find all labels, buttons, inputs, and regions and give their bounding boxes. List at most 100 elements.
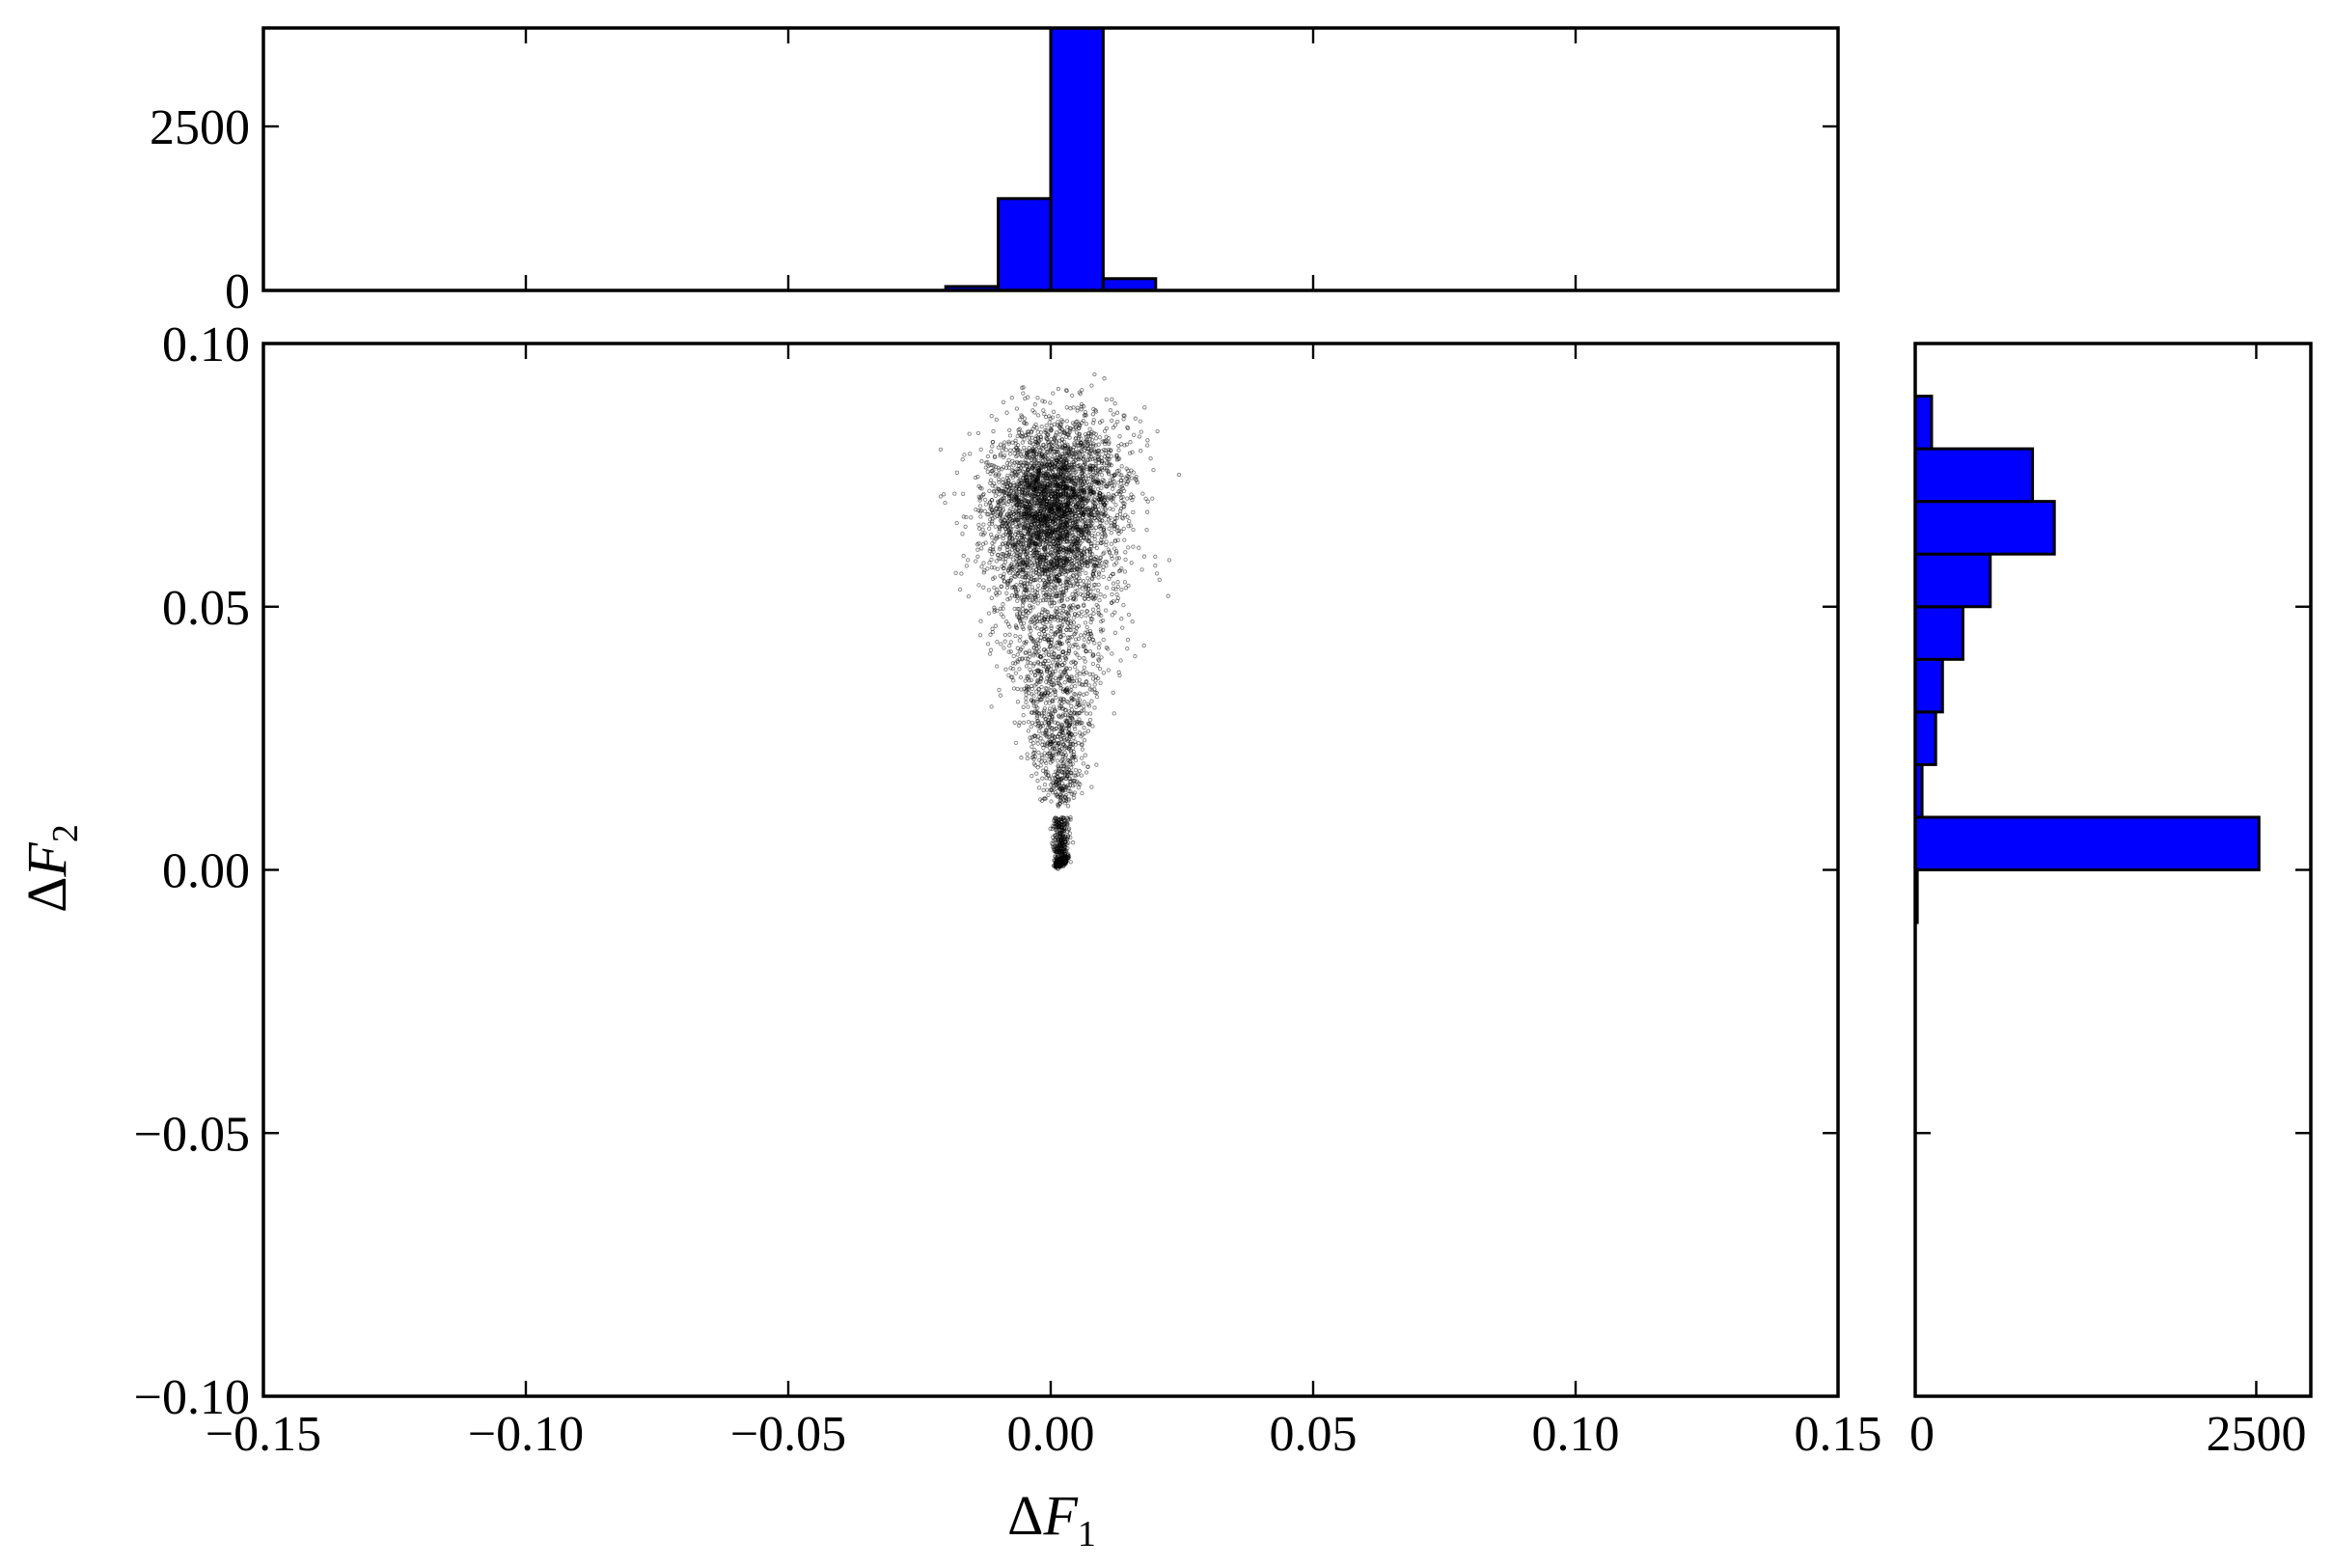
scatter-point	[998, 693, 1003, 698]
scatter-point	[1036, 711, 1042, 716]
scatter-point	[1032, 683, 1037, 688]
scatter-point	[1111, 486, 1115, 491]
scatter-point	[1046, 574, 1052, 580]
scatter-point	[1107, 526, 1112, 531]
scatter-point	[1054, 835, 1059, 839]
scatter-point	[1011, 447, 1017, 453]
scatter-point	[1035, 741, 1040, 746]
scatter-point	[1029, 536, 1034, 541]
scatter-point	[1073, 597, 1078, 602]
scatter-point	[1006, 649, 1011, 654]
scatter-point	[1086, 587, 1091, 591]
scatter-point	[1082, 738, 1087, 743]
scatter-point	[1015, 533, 1021, 538]
scatter-point	[1032, 402, 1037, 407]
scatter-point	[1090, 473, 1095, 478]
scatter-point	[1049, 629, 1054, 634]
scatter-point	[1038, 508, 1044, 513]
scatter-point	[1079, 407, 1084, 412]
scatter-point	[1001, 602, 1005, 607]
scatter-point	[1007, 452, 1013, 456]
scatter-point	[1052, 727, 1057, 731]
scatter-point	[1085, 729, 1091, 733]
scatter-point	[1079, 560, 1084, 565]
scatter-point	[1090, 456, 1095, 461]
top-hist-y-tick-label: 2500	[150, 100, 250, 155]
scatter-point	[1064, 720, 1069, 725]
scatter-point	[976, 522, 981, 528]
scatter-point	[1052, 784, 1057, 788]
scatter-point	[1058, 686, 1063, 691]
scatter-point	[1112, 483, 1117, 488]
scatter-point	[1075, 475, 1080, 480]
scatter-point	[1095, 588, 1101, 593]
scatter-point	[1020, 603, 1025, 608]
scatter-point	[1064, 454, 1069, 458]
scatter-point	[1041, 546, 1047, 551]
scatter-point	[1034, 719, 1040, 724]
scatter-point	[1073, 494, 1078, 499]
scatter-point	[1028, 660, 1033, 666]
scatter-point	[1148, 455, 1153, 461]
scatter-point	[1127, 451, 1133, 455]
scatter-point	[1052, 646, 1057, 650]
scatter-point	[1112, 563, 1117, 567]
scatter-point	[1087, 687, 1093, 692]
scatter-point	[1001, 399, 1006, 404]
scatter-point	[1019, 481, 1024, 486]
scatter-point	[1040, 443, 1046, 448]
scatter-point	[1089, 560, 1095, 564]
scatter-point	[1085, 538, 1090, 544]
scatter-point	[1049, 799, 1054, 804]
scatter-point	[1143, 496, 1148, 501]
scatter-point	[1074, 629, 1079, 634]
scatter-point	[1059, 706, 1064, 711]
scatter-point	[1024, 613, 1029, 619]
scatter-point	[1069, 731, 1074, 736]
scatter-point	[987, 521, 992, 527]
scatter-point	[989, 704, 994, 709]
scatter-point	[1075, 497, 1080, 502]
scatter-point	[1049, 579, 1054, 584]
scatter-point	[1077, 390, 1082, 395]
scatter-point	[1043, 457, 1048, 462]
scatter-point	[1080, 469, 1084, 474]
scatter-point	[1052, 682, 1057, 687]
scatter-point	[1077, 655, 1082, 661]
scatter-point	[1084, 446, 1088, 451]
scatter-point	[1044, 592, 1049, 597]
scatter-point	[1128, 523, 1133, 528]
scatter-point	[1000, 521, 1004, 527]
scatter-point	[1042, 580, 1048, 586]
scatter-point	[1022, 437, 1027, 442]
scatter-point	[1100, 618, 1106, 623]
scatter-point	[1062, 750, 1067, 756]
scatter-point	[1057, 646, 1061, 651]
scatter-point	[1062, 569, 1067, 574]
scatter-point	[1049, 457, 1055, 462]
scatter-point	[1073, 606, 1079, 611]
scatter-point	[964, 514, 969, 520]
scatter-point	[1045, 450, 1050, 455]
scatter-point	[997, 480, 1002, 484]
scatter-point	[1035, 429, 1040, 434]
scatter-point	[1071, 451, 1076, 456]
scatter-point	[985, 566, 990, 571]
scatter-point	[993, 515, 998, 520]
scatter-point	[978, 619, 983, 623]
scatter-point	[1069, 660, 1074, 665]
scatter-point	[1100, 531, 1105, 536]
scatter-point	[1066, 788, 1071, 793]
scatter-point	[1025, 577, 1030, 583]
scatter-point	[993, 591, 999, 595]
scatter-point	[1054, 657, 1058, 662]
scatter-point	[1010, 661, 1016, 666]
scatter-point	[1108, 407, 1113, 413]
scatter-point	[1005, 597, 1010, 602]
scatter-point	[1029, 430, 1033, 435]
scatter-point	[1070, 840, 1076, 845]
scatter-point	[1046, 510, 1051, 516]
scatter-point	[1070, 746, 1076, 751]
scatter-point	[1089, 576, 1094, 581]
scatter-point	[1095, 540, 1100, 546]
